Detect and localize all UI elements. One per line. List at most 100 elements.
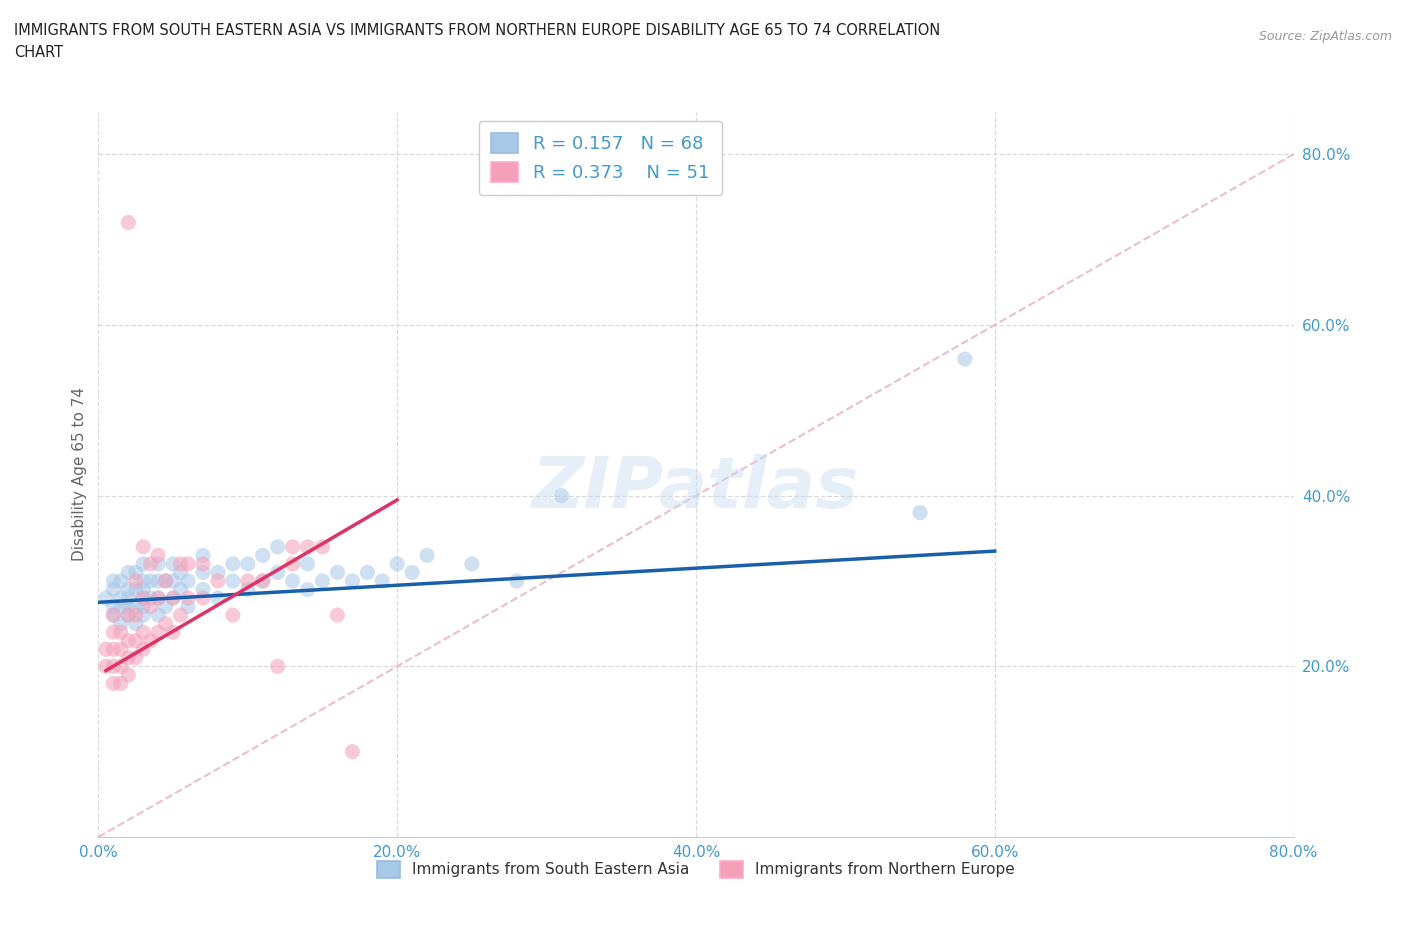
- Point: [342, 744, 364, 759]
- Point: [103, 658, 125, 673]
- Point: [311, 574, 333, 589]
- Point: [110, 617, 132, 631]
- Point: [148, 548, 170, 563]
- Point: [103, 574, 125, 589]
- Y-axis label: Disability Age 65 to 74: Disability Age 65 to 74: [72, 387, 87, 562]
- Point: [155, 617, 177, 631]
- Point: [162, 574, 184, 589]
- Point: [506, 574, 529, 589]
- Point: [207, 565, 229, 580]
- Point: [117, 599, 139, 614]
- Point: [148, 574, 170, 589]
- Point: [148, 556, 170, 571]
- Point: [117, 215, 139, 230]
- Point: [117, 607, 139, 622]
- Point: [326, 607, 349, 622]
- Point: [461, 556, 484, 571]
- Point: [148, 625, 170, 640]
- Point: [132, 591, 155, 605]
- Point: [132, 591, 155, 605]
- Point: [94, 642, 117, 657]
- Point: [94, 591, 117, 605]
- Point: [103, 607, 125, 622]
- Point: [207, 574, 229, 589]
- Point: [132, 556, 155, 571]
- Point: [191, 556, 214, 571]
- Point: [155, 574, 177, 589]
- Point: [177, 556, 200, 571]
- Point: [139, 591, 162, 605]
- Point: [162, 625, 184, 640]
- Point: [110, 676, 132, 691]
- Point: [169, 582, 191, 597]
- Point: [125, 599, 148, 614]
- Point: [139, 556, 162, 571]
- Point: [155, 599, 177, 614]
- Point: [132, 642, 155, 657]
- Point: [297, 582, 319, 597]
- Point: [207, 591, 229, 605]
- Point: [169, 565, 191, 580]
- Point: [110, 574, 132, 589]
- Point: [103, 582, 125, 597]
- Point: [385, 556, 409, 571]
- Point: [103, 625, 125, 640]
- Point: [162, 591, 184, 605]
- Point: [125, 633, 148, 648]
- Point: [416, 548, 439, 563]
- Point: [132, 625, 155, 640]
- Point: [110, 658, 132, 673]
- Point: [281, 556, 304, 571]
- Point: [550, 488, 572, 503]
- Point: [103, 676, 125, 691]
- Point: [132, 607, 155, 622]
- Point: [297, 556, 319, 571]
- Point: [177, 574, 200, 589]
- Point: [236, 574, 259, 589]
- Point: [236, 582, 259, 597]
- Point: [132, 582, 155, 597]
- Point: [117, 591, 139, 605]
- Point: [139, 599, 162, 614]
- Point: [110, 642, 132, 657]
- Point: [267, 565, 290, 580]
- Point: [281, 574, 304, 589]
- Point: [356, 565, 378, 580]
- Point: [125, 650, 148, 665]
- Point: [125, 574, 148, 589]
- Point: [191, 591, 214, 605]
- Point: [94, 658, 117, 673]
- Point: [281, 539, 304, 554]
- Point: [162, 591, 184, 605]
- Point: [155, 574, 177, 589]
- Point: [103, 599, 125, 614]
- Point: [148, 607, 170, 622]
- Point: [169, 556, 191, 571]
- Point: [191, 548, 214, 563]
- Point: [117, 650, 139, 665]
- Point: [222, 574, 245, 589]
- Point: [117, 668, 139, 683]
- Text: ZIPatlas: ZIPatlas: [533, 455, 859, 524]
- Point: [125, 565, 148, 580]
- Point: [117, 607, 139, 622]
- Point: [252, 574, 274, 589]
- Point: [311, 539, 333, 554]
- Point: [177, 599, 200, 614]
- Point: [162, 556, 184, 571]
- Point: [326, 565, 349, 580]
- Point: [191, 565, 214, 580]
- Point: [132, 539, 155, 554]
- Point: [236, 556, 259, 571]
- Point: [953, 352, 976, 366]
- Point: [103, 607, 125, 622]
- Point: [132, 574, 155, 589]
- Point: [125, 607, 148, 622]
- Text: Source: ZipAtlas.com: Source: ZipAtlas.com: [1258, 30, 1392, 43]
- Point: [110, 599, 132, 614]
- Point: [139, 574, 162, 589]
- Point: [148, 591, 170, 605]
- Point: [297, 539, 319, 554]
- Text: CHART: CHART: [14, 45, 63, 60]
- Point: [267, 539, 290, 554]
